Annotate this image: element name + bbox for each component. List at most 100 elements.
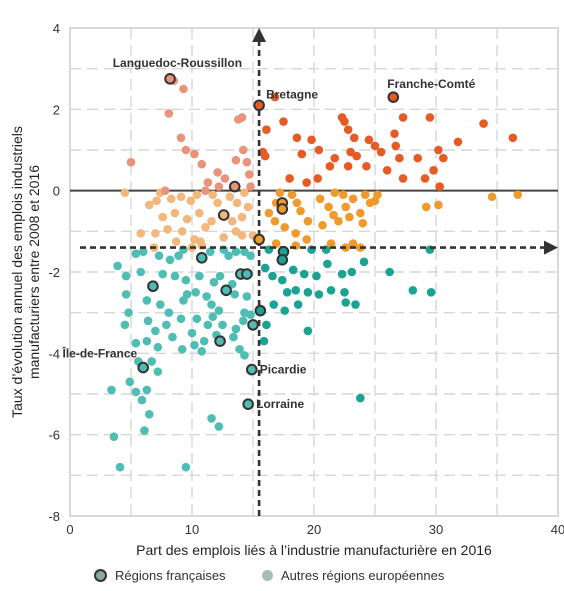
- data-point-european-region: [270, 92, 280, 102]
- data-point-european-region: [348, 239, 358, 248]
- data-point-european-region: [207, 414, 216, 423]
- data-point-european-region: [270, 216, 280, 226]
- data-point-european-region: [125, 377, 135, 387]
- data-point-european-region: [176, 192, 186, 202]
- data-point-european-region: [341, 298, 351, 307]
- data-point-european-region: [121, 290, 131, 299]
- data-point-european-region: [245, 170, 254, 179]
- data-point-european-region: [439, 153, 448, 163]
- data-point-european-region: [115, 462, 125, 472]
- data-point-european-region: [143, 316, 153, 326]
- data-point-european-region: [126, 157, 136, 167]
- data-point-european-region: [348, 194, 358, 204]
- x-tick-label: 10: [185, 522, 199, 537]
- data-point-european-region: [177, 227, 187, 236]
- data-point-european-region: [238, 145, 248, 155]
- data-point-european-region: [158, 212, 168, 222]
- data-point-european-region: [299, 269, 309, 279]
- data-point-european-region: [282, 288, 292, 297]
- data-point-european-region: [174, 251, 183, 261]
- data-point-european-region: [395, 153, 404, 163]
- data-point-european-region: [131, 338, 141, 348]
- data-point-european-region: [260, 151, 270, 161]
- data-point-european-region: [151, 326, 160, 336]
- legend-item-french: Régions françaises: [94, 568, 226, 583]
- data-point-european-region: [197, 159, 207, 169]
- data-point-european-region: [479, 119, 488, 128]
- data-point-european-region: [373, 190, 382, 200]
- data-point-european-region: [234, 115, 243, 124]
- data-point-european-region: [277, 275, 287, 285]
- reference-lines-layer: [80, 28, 558, 516]
- data-point-european-region: [162, 320, 171, 330]
- data-point-french-region: [214, 335, 226, 347]
- x-axis-title: Part des emplois liés à l’industrie manu…: [136, 542, 492, 558]
- data-point-european-region: [199, 336, 209, 346]
- data-point-european-region: [341, 202, 351, 212]
- data-point-european-region: [227, 216, 237, 226]
- data-point-european-region: [313, 174, 322, 183]
- data-point-european-region: [425, 113, 435, 122]
- data-point-european-region: [242, 157, 252, 167]
- data-point-european-region: [262, 320, 271, 330]
- data-point-european-region: [323, 259, 332, 269]
- data-point-european-region: [312, 271, 321, 281]
- data-point-european-region: [177, 344, 187, 354]
- data-point-european-region: [190, 340, 199, 350]
- data-point-european-region: [160, 186, 170, 195]
- data-point-european-region: [429, 166, 438, 175]
- x-tick-label: 20: [307, 522, 321, 537]
- data-point-european-region: [191, 288, 200, 297]
- data-point-european-region: [186, 196, 196, 206]
- data-point-french-region: [228, 180, 241, 193]
- data-point-european-region: [390, 129, 399, 139]
- data-point-european-region: [170, 271, 180, 281]
- data-point-european-region: [314, 145, 324, 155]
- data-point-european-region: [513, 190, 523, 200]
- data-point-european-region: [142, 336, 152, 346]
- data-point-european-region: [215, 271, 225, 281]
- data-point-european-region: [219, 233, 229, 242]
- y-tick-label: -8: [48, 509, 60, 524]
- data-point-european-region: [170, 208, 180, 218]
- data-point-european-region: [158, 269, 168, 279]
- data-point-european-region: [231, 155, 241, 165]
- data-point-european-region: [138, 247, 148, 256]
- data-point-european-region: [246, 251, 255, 261]
- data-point-european-region: [356, 393, 365, 403]
- region-label: Bretagne: [266, 87, 318, 101]
- y-tick-label: -6: [48, 428, 60, 443]
- data-point-european-region: [140, 426, 149, 435]
- data-point-european-region: [240, 247, 249, 256]
- data-point-european-region: [121, 271, 131, 281]
- data-point-european-region: [343, 161, 353, 171]
- data-point-european-region: [209, 277, 219, 287]
- data-point-european-region: [168, 332, 177, 342]
- data-point-european-region: [307, 135, 316, 145]
- data-point-european-region: [330, 188, 340, 197]
- y-tick-label: 4: [53, 21, 60, 36]
- data-point-european-region: [190, 149, 199, 159]
- data-point-european-region: [107, 385, 116, 395]
- data-point-european-region: [330, 153, 340, 163]
- data-point-european-region: [325, 161, 335, 171]
- data-point-european-region: [329, 210, 338, 220]
- data-point-european-region: [231, 247, 241, 256]
- data-point-european-region: [337, 269, 347, 279]
- y-tick-label: 0: [53, 184, 60, 199]
- data-point-european-region: [220, 174, 230, 183]
- data-point-european-region: [296, 206, 305, 216]
- data-point-european-region: [413, 153, 423, 163]
- x-tick-label: 30: [429, 522, 443, 537]
- data-point-european-region: [326, 239, 336, 248]
- data-point-european-region: [314, 290, 324, 299]
- data-point-european-region: [153, 342, 163, 352]
- data-point-european-region: [181, 462, 191, 472]
- legend: Régions françaises Autres régions europé…: [0, 568, 564, 588]
- data-point-european-region: [113, 261, 122, 271]
- data-point-european-region: [420, 174, 430, 183]
- x-tick-label: 40: [551, 522, 564, 537]
- data-point-european-region: [109, 432, 119, 442]
- data-point-european-region: [340, 117, 349, 126]
